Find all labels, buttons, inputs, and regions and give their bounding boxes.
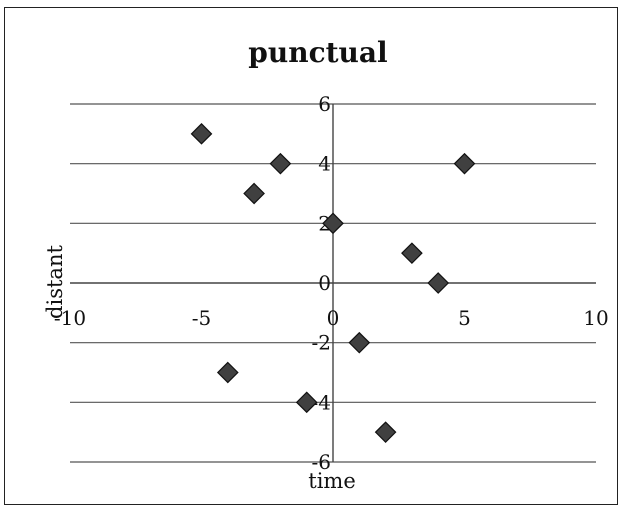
chart-title: punctual xyxy=(248,36,387,69)
y-tick-label: -6 xyxy=(312,450,331,474)
y-tick-label: 4 xyxy=(318,152,331,176)
data-point xyxy=(427,272,450,294)
y-axis-label: distant xyxy=(43,245,67,319)
y-tick-label: 6 xyxy=(318,92,331,116)
x-tick-label: -10 xyxy=(54,306,86,330)
y-tick-label: -2 xyxy=(312,331,331,355)
x-tick-label: 10 xyxy=(583,306,608,330)
data-point xyxy=(269,152,292,175)
chart-frame xyxy=(4,7,618,505)
data-point xyxy=(216,361,239,384)
data-points xyxy=(190,122,476,444)
data-point xyxy=(401,242,423,265)
data-point xyxy=(348,331,371,354)
y-tick-label: 0 xyxy=(318,271,331,295)
data-point xyxy=(243,182,265,205)
data-point xyxy=(295,391,318,414)
axes xyxy=(70,104,596,462)
data-point xyxy=(322,212,344,235)
data-point xyxy=(374,421,397,444)
x-tick-label: 5 xyxy=(458,306,471,330)
x-axis-label: time xyxy=(308,469,356,493)
y-tick-label: -4 xyxy=(312,390,331,414)
x-tick-label: 0 xyxy=(327,306,340,330)
data-point xyxy=(453,152,476,175)
x-tick-label: -5 xyxy=(192,306,211,330)
data-point xyxy=(190,122,213,145)
